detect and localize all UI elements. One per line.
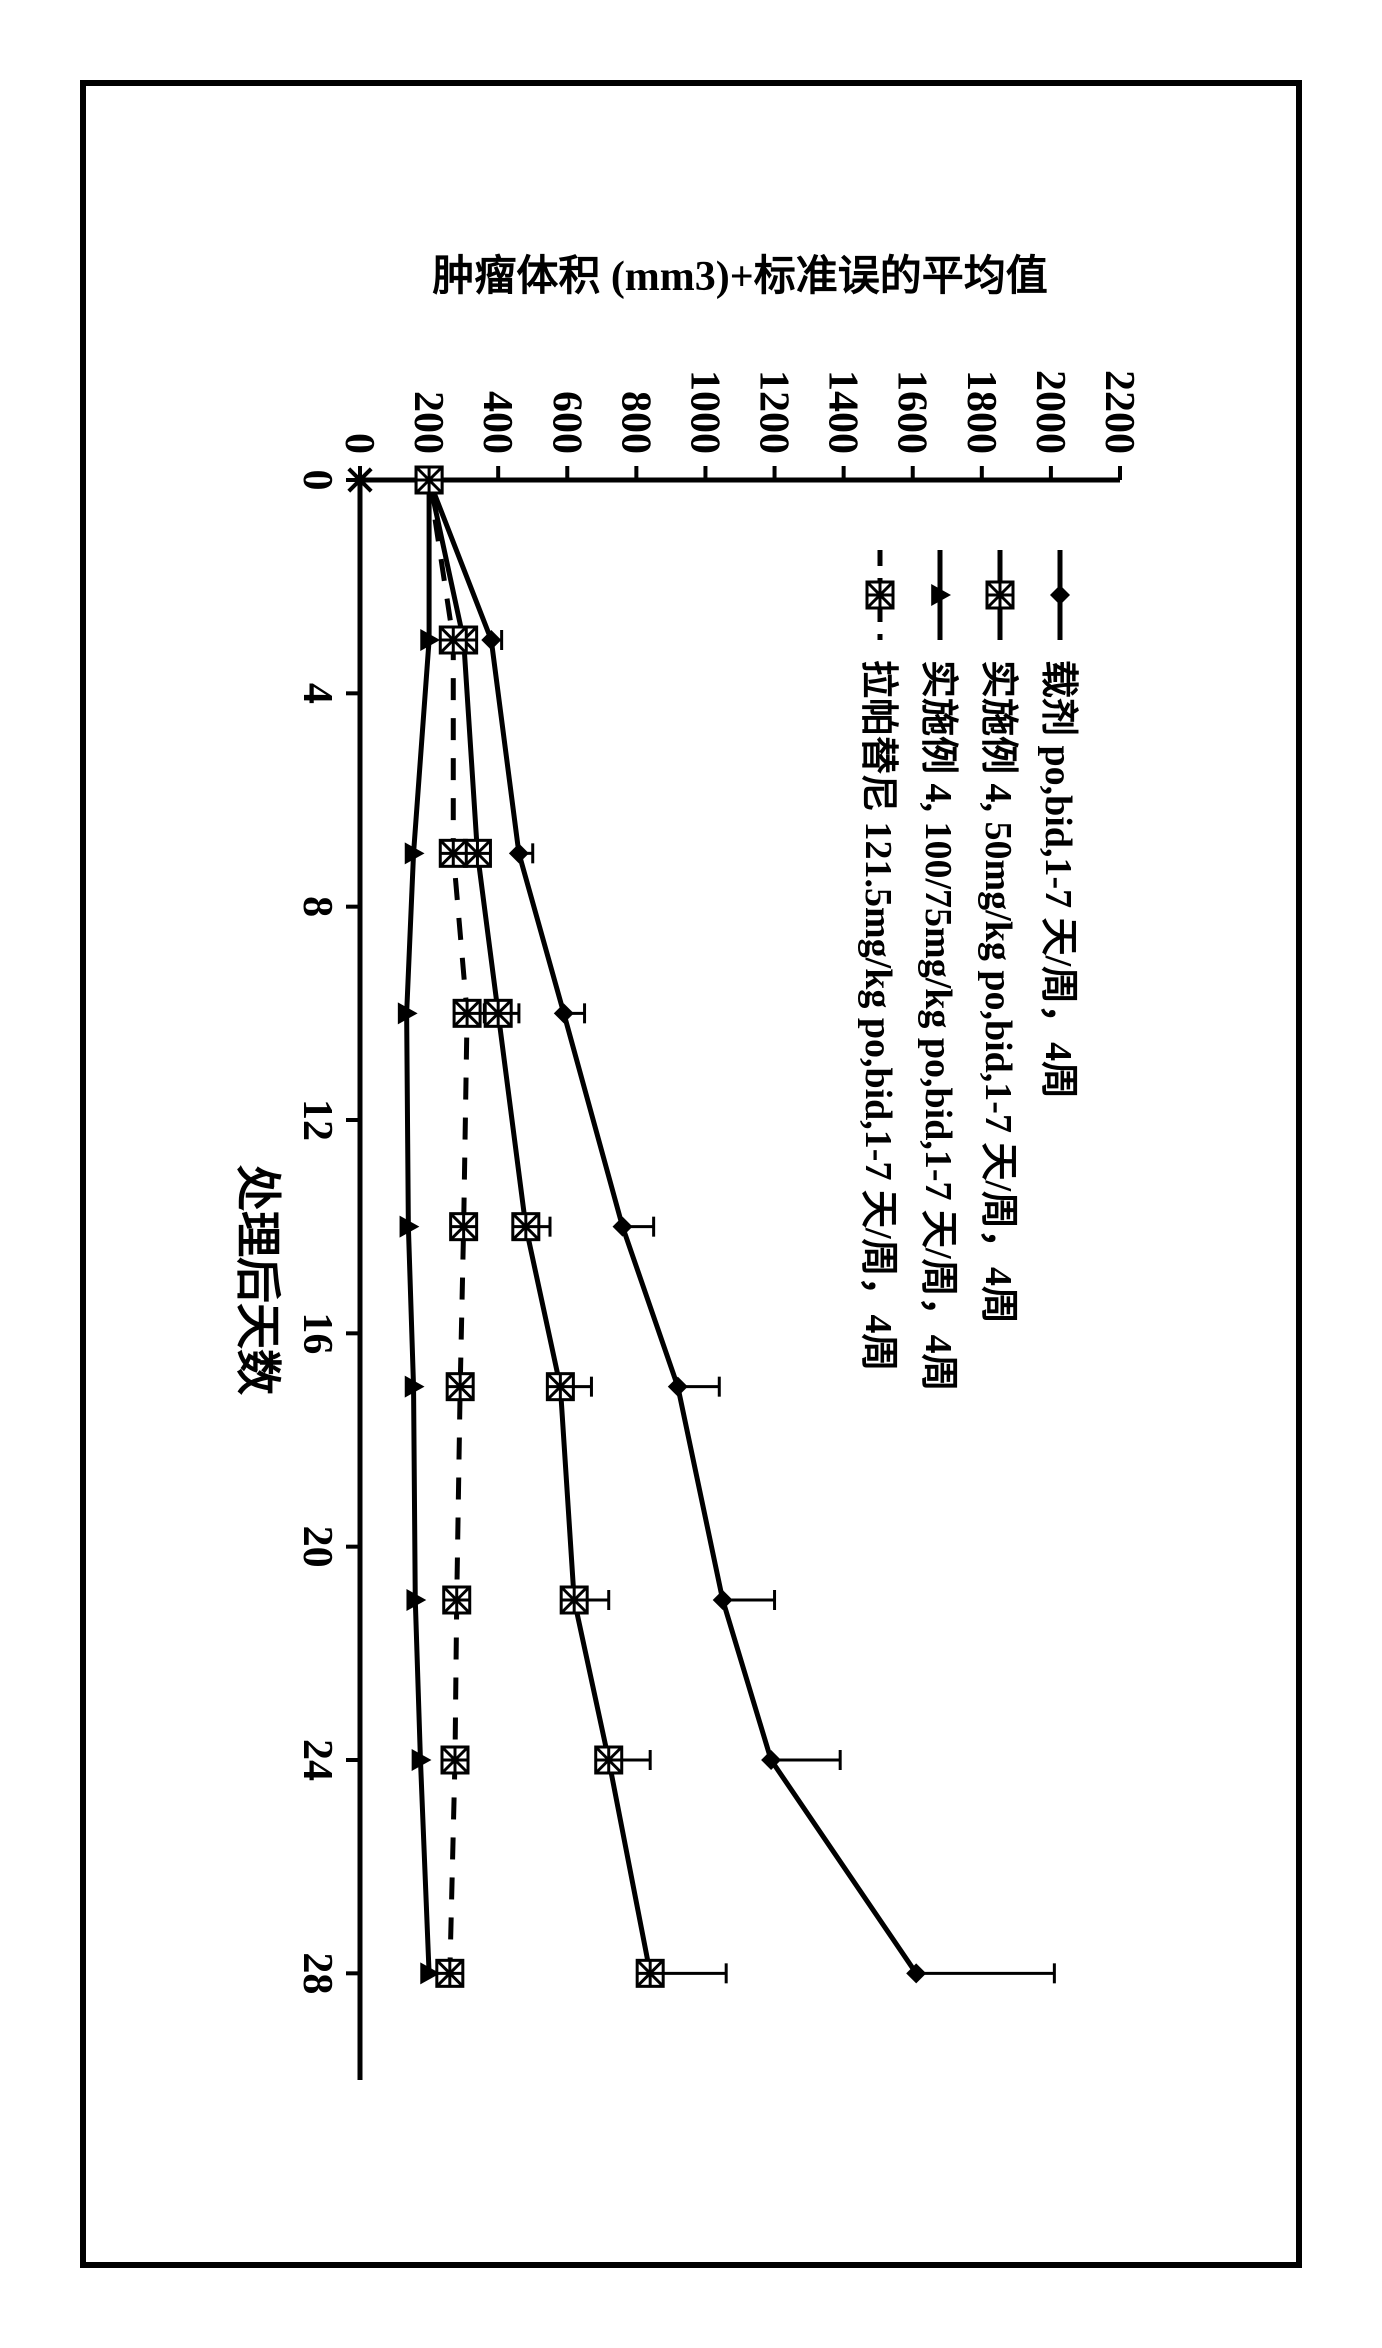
series-marker-lapatinib [454, 1000, 480, 1026]
legend-label: 拉帕替尼 121.5mg/kg po,bid,1-7 天/周，4周 [857, 660, 899, 1372]
legend-label: 实施例 4, 50mg/kg po,bid,1-7 天/周，4周 [977, 660, 1019, 1324]
ytick-label: 2200 [1096, 370, 1142, 454]
y-axis-label: 肿瘤体积 (mm3)+标准误的平均值 [432, 253, 1047, 300]
ytick-label: 2000 [1027, 370, 1073, 454]
ytick-label: 1000 [681, 370, 727, 454]
x-axis-label: 处理后天数 [232, 1165, 283, 1395]
series-marker-lapatinib [442, 1747, 468, 1773]
ytick-label: 200 [405, 391, 451, 454]
xtick-label: 28 [294, 1952, 340, 1994]
svg-text:肿瘤体积 (mm3)+标准误的平均值: 肿瘤体积 (mm3)+标准误的平均值 [432, 253, 1047, 300]
xtick-label: 0 [294, 470, 340, 491]
series-marker-lapatinib [451, 1214, 477, 1240]
ytick-label: 1200 [751, 370, 797, 454]
xtick-label: 4 [294, 683, 340, 704]
series-marker-ex4-50 [637, 1960, 663, 1986]
series-marker-vehicle [713, 1590, 733, 1610]
series-marker-vehicle [613, 1217, 633, 1237]
ytick-label: 800 [612, 391, 658, 454]
series-marker-lapatinib [447, 1374, 473, 1400]
xtick-label: 24 [294, 1739, 340, 1781]
series-marker-ex4-50 [513, 1214, 539, 1240]
page: 0200400600800100012001400160018002000220… [0, 0, 1382, 2348]
series-marker-vehicle [668, 1377, 688, 1397]
xtick-label: 20 [294, 1526, 340, 1568]
xtick-label: 8 [294, 896, 340, 917]
ytick-label: 0 [336, 433, 382, 454]
series-marker-ex4-50 [596, 1747, 622, 1773]
series-marker-ex4-50 [464, 840, 490, 866]
series-marker-ex4-50 [485, 1000, 511, 1026]
series-marker-lapatinib [440, 840, 466, 866]
legend-label: 实施例 4, 100/75mg/kg po,bid,1-7 天/周，4周 [917, 660, 959, 1392]
series-marker-lapatinib [440, 627, 466, 653]
line-chart: 0200400600800100012001400160018002000220… [200, 200, 1180, 2150]
legend-label: 载剂 po,bid,1-7 天/周，4周 [1037, 660, 1079, 1099]
series-marker-vehicle [481, 630, 501, 650]
ytick-label: 400 [474, 391, 520, 454]
series-marker-vehicle [554, 1003, 574, 1023]
series-marker-ex4-50 [561, 1587, 587, 1613]
chart-rotated-container: 0200400600800100012001400160018002000220… [200, 200, 1180, 2150]
series-marker-lapatinib [416, 467, 442, 493]
chart-region: 0200400600800100012001400160018002000220… [200, 200, 1180, 2150]
legend: 载剂 po,bid,1-7 天/周，4周实施例 4, 50mg/kg po,bi… [857, 550, 1079, 1392]
series-marker-lapatinib [437, 1960, 463, 1986]
xtick-label: 16 [294, 1312, 340, 1354]
ytick-label: 1400 [820, 370, 866, 454]
series-marker-lapatinib [444, 1587, 470, 1613]
xtick-label: 12 [294, 1099, 340, 1141]
ytick-label: 1800 [958, 370, 1004, 454]
ytick-label: 600 [543, 391, 589, 454]
series-marker-vehicle [509, 843, 529, 863]
series-marker-ex4-50 [547, 1374, 573, 1400]
series-line-vehicle [429, 480, 916, 1973]
ytick-label: 1600 [889, 370, 935, 454]
